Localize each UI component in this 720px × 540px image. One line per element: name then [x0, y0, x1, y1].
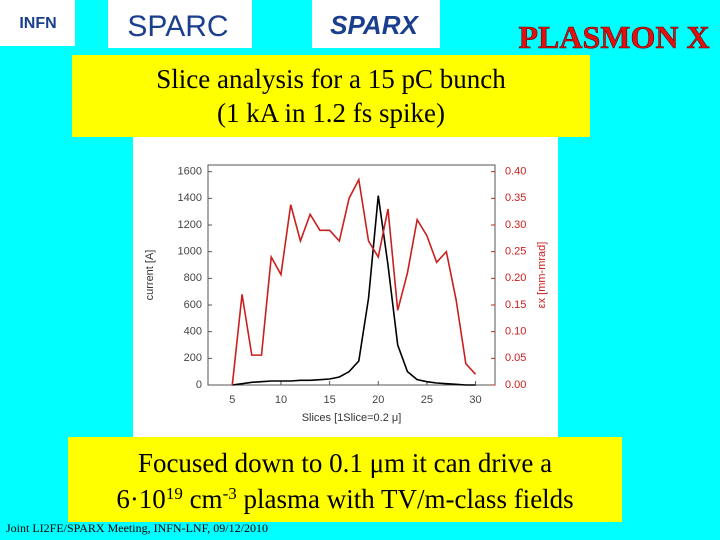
- y2-tick-label: 0.30: [505, 219, 526, 231]
- logo-infn: INFN: [19, 15, 56, 32]
- text-segment: plasma with TV/m-class fields: [237, 484, 574, 514]
- text-segment: 6·10: [116, 484, 166, 514]
- y2-tick-label: 0.35: [505, 192, 526, 204]
- x-tick-label: 15: [323, 394, 335, 406]
- y-tick-label: 1000: [178, 246, 202, 258]
- y-axis-label: current [A]: [144, 250, 156, 301]
- y-tick-label: 800: [184, 272, 202, 284]
- y2-tick-label: 0.40: [505, 166, 526, 178]
- series-line: [232, 195, 476, 386]
- chart: 5 10 15 20 25 30 0 200 400 600 800 1000 1200 1400 1600…: [144, 164, 548, 424]
- y2-axis-label: εx [mm-mrad]: [536, 242, 548, 309]
- y-tick-label: 200: [184, 352, 202, 364]
- y-tick-label: 0: [196, 379, 202, 391]
- y2-tick-label: 0.00: [505, 379, 526, 391]
- footer: Joint LI2FE/SPARX Meeting, INFN-LNF, 09/…: [6, 521, 268, 535]
- y-tick-label: 600: [184, 299, 202, 311]
- y-tick-label: 400: [184, 326, 202, 338]
- x-tick-label: 25: [421, 394, 433, 406]
- superscript: 19: [166, 484, 183, 503]
- title-line: (1 kA in 1.2 fs spike): [217, 98, 445, 128]
- y2-tick-label: 0.20: [505, 272, 526, 284]
- y-tick-label: 1400: [178, 192, 202, 204]
- title-line: Slice analysis for a 15 pC bunch: [156, 64, 506, 94]
- x-axis-label: Slices [1Slice=0.2 μ]: [302, 412, 402, 424]
- bottom-line: 6·1019 cm-3 plasma with TV/m-class field…: [116, 484, 573, 515]
- y2-tick-label: 0.25: [505, 246, 526, 258]
- x-tick-label: 5: [229, 394, 235, 406]
- bottom-box: [68, 437, 622, 522]
- y2-tick-label: 0.15: [505, 299, 526, 311]
- title-box: [72, 55, 590, 137]
- y2-tick-label: 0.10: [505, 326, 526, 338]
- plot-frame: [207, 164, 496, 386]
- x-tick-label: 20: [372, 394, 384, 406]
- y-tick-label: 1600: [178, 166, 202, 178]
- logo-box: [108, 0, 252, 48]
- text-segment: cm: [183, 484, 223, 514]
- superscript: -3: [223, 484, 237, 503]
- logo-box: [0, 0, 75, 46]
- x-tick-label: 30: [469, 394, 481, 406]
- x-tick-label: 10: [275, 394, 287, 406]
- logo-sparx: SPARX: [330, 10, 419, 40]
- y-tick-label: 1200: [178, 219, 202, 231]
- y2-tick-label: 0.05: [505, 352, 526, 364]
- logo-box: [312, 0, 440, 48]
- logo-plasmonx: PLASMON X: [518, 19, 709, 55]
- series-line: [231, 177, 477, 386]
- logo-sparc: SPARC: [127, 10, 228, 43]
- chart-background: [133, 137, 558, 437]
- bottom-line: Focused down to 0.1 μm it can drive a: [138, 448, 552, 478]
